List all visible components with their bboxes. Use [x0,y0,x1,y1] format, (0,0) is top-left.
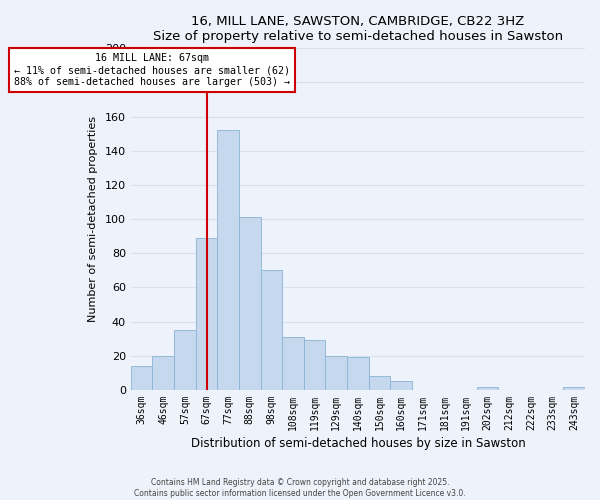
Bar [563,386,585,390]
Bar [217,130,239,390]
Bar [131,366,152,390]
Bar [391,382,412,390]
Bar [152,356,174,390]
X-axis label: Distribution of semi-detached houses by size in Sawston: Distribution of semi-detached houses by … [191,437,526,450]
Y-axis label: Number of semi-detached properties: Number of semi-detached properties [88,116,98,322]
Bar [477,386,499,390]
Bar [325,356,347,390]
Bar [196,238,217,390]
Bar [304,340,325,390]
Bar [282,337,304,390]
Bar [369,376,391,390]
Bar [239,218,260,390]
Bar [174,330,196,390]
Bar [347,358,369,390]
Text: 16 MILL LANE: 67sqm
← 11% of semi-detached houses are smaller (62)
88% of semi-d: 16 MILL LANE: 67sqm ← 11% of semi-detach… [14,54,290,86]
Text: Contains HM Land Registry data © Crown copyright and database right 2025.
Contai: Contains HM Land Registry data © Crown c… [134,478,466,498]
Title: 16, MILL LANE, SAWSTON, CAMBRIDGE, CB22 3HZ
Size of property relative to semi-de: 16, MILL LANE, SAWSTON, CAMBRIDGE, CB22 … [153,15,563,43]
Bar [260,270,282,390]
